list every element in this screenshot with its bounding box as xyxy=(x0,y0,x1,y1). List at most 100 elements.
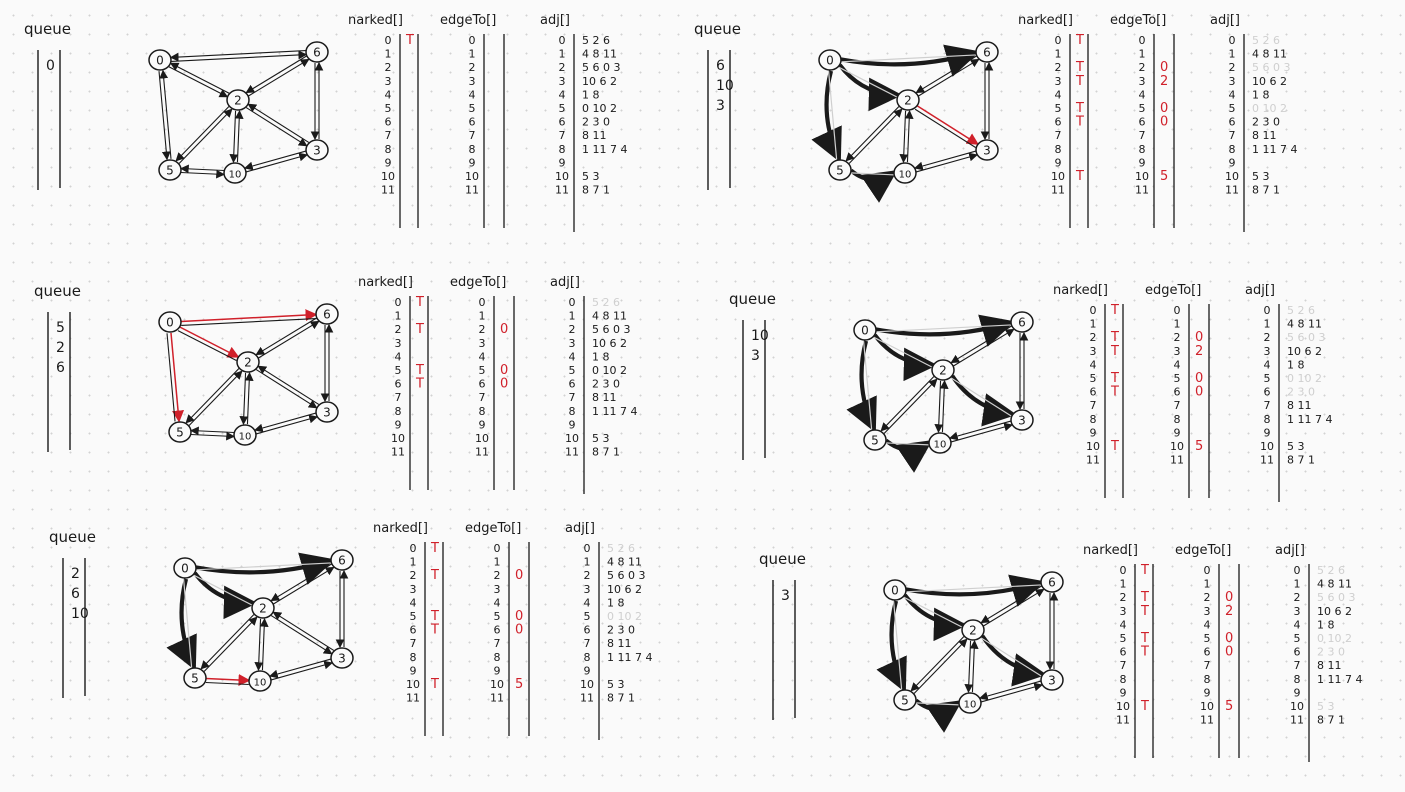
graph-vertex xyxy=(928,432,952,454)
graph-vertex-label: 5 xyxy=(901,694,909,708)
marked-index: 6 xyxy=(1120,646,1127,659)
marked-value: T xyxy=(1110,330,1119,345)
edgeto-index: 7 xyxy=(1174,399,1181,412)
adj-list: 5 3 xyxy=(1287,440,1305,453)
graph-edge xyxy=(158,71,171,161)
adj-list: 4 8 11 xyxy=(1317,578,1352,591)
tree-edge-bold xyxy=(950,374,1017,427)
marked-header: narked[] xyxy=(358,275,413,290)
adj-index: 10 xyxy=(1290,700,1304,713)
graph-edge xyxy=(918,58,980,97)
marked-index: 1 xyxy=(1055,48,1062,61)
marked-value: T xyxy=(1075,101,1084,116)
graph-vertex-label: 6 xyxy=(313,46,321,60)
edgeto-value: 0 xyxy=(515,568,523,583)
adj-list: 5 2 6 xyxy=(1287,304,1315,317)
edgeto-index: 8 xyxy=(1204,673,1211,686)
graph-edge xyxy=(179,164,225,174)
marked-index: 2 xyxy=(385,61,392,74)
adj-list: 2 3 0 xyxy=(582,116,610,129)
graph-vertex-label: 2 xyxy=(234,94,242,108)
adj-index: 3 xyxy=(1229,75,1236,88)
adj-index: 2 xyxy=(1264,331,1271,344)
edgeto-index: 7 xyxy=(469,129,476,142)
queue-label: queue xyxy=(759,550,806,568)
adj-list: 4 8 11 xyxy=(582,48,617,61)
adj-list: 2 3 0 xyxy=(1287,386,1315,399)
graph-edge xyxy=(270,660,334,681)
adj-list: 8 7 1 xyxy=(1252,184,1280,197)
graph-edge xyxy=(244,371,254,425)
graph-vertex xyxy=(1010,311,1034,333)
adj-index: 9 xyxy=(1294,686,1301,699)
graph-vertex-label: 2 xyxy=(904,94,912,108)
marked-value: T xyxy=(1140,604,1149,619)
adj-list: 1 8 xyxy=(582,88,600,101)
marked-index: 1 xyxy=(385,48,392,61)
marked-index: 8 xyxy=(410,651,417,664)
marked-index: 9 xyxy=(385,156,392,169)
edgeto-index: 7 xyxy=(1139,129,1146,142)
marked-index: 11 xyxy=(1051,184,1065,197)
adj-list: 5 3 xyxy=(582,170,600,183)
edgeto-value: 0 xyxy=(1160,101,1168,116)
marked-index: 2 xyxy=(1055,61,1062,74)
adj-list: 0 10 2 xyxy=(1252,102,1287,115)
edgeto-index: 6 xyxy=(1174,386,1181,399)
graph-edge xyxy=(950,422,1014,443)
graph-edge-faded xyxy=(841,54,977,63)
adj-index: 7 xyxy=(569,391,576,404)
graph-edge-faded xyxy=(183,579,193,668)
graph-vertex-label: 6 xyxy=(323,308,331,322)
graph-edge xyxy=(950,325,1012,364)
edgeto-index: 8 xyxy=(479,405,486,418)
edgeto-index: 5 xyxy=(1174,372,1181,385)
marked-index: 7 xyxy=(385,129,392,142)
marked-value: T xyxy=(1075,60,1084,75)
adj-header: adj[] xyxy=(540,13,570,28)
adj-list: 5 3 xyxy=(592,432,610,445)
adj-list: 10 6 2 xyxy=(1287,345,1322,358)
marked-value: T xyxy=(415,363,424,378)
adj-header: adj[] xyxy=(1210,13,1240,28)
adj-index: 6 xyxy=(1294,646,1301,659)
graph-edge-faded xyxy=(873,336,933,368)
graph-vertex-label: 10 xyxy=(964,700,977,711)
marked-index: 3 xyxy=(410,583,417,596)
adj-index: 6 xyxy=(1229,116,1236,129)
graph-edge xyxy=(181,318,317,326)
graph-vertex xyxy=(931,359,955,381)
tree-edge-red xyxy=(916,105,979,145)
graph-vertex-label: 6 xyxy=(983,46,991,60)
graph-edge xyxy=(168,66,229,98)
marked-index: 11 xyxy=(406,692,420,705)
edgeto-index: 11 xyxy=(1200,714,1214,727)
edgeto-value: 0 xyxy=(1225,631,1233,646)
edgeto-value: 2 xyxy=(1160,74,1168,89)
adj-list: 5 2 6 xyxy=(607,542,635,555)
edgeto-index: 11 xyxy=(465,184,479,197)
edgeto-header: edgeTo[] xyxy=(440,13,496,28)
graph-edge-faded xyxy=(838,66,898,98)
graph-edge xyxy=(203,616,258,672)
edgeto-index: 11 xyxy=(490,692,504,705)
graph-edge-faded xyxy=(915,702,959,706)
marked-index: 9 xyxy=(1120,686,1127,699)
graph-edge xyxy=(180,169,226,179)
edgeto-index: 4 xyxy=(1204,618,1211,631)
graph-vertex xyxy=(305,139,329,161)
edgeto-index: 3 xyxy=(479,337,486,350)
adj-index: 10 xyxy=(1225,170,1239,183)
edgeto-index: 11 xyxy=(1170,454,1184,467)
adj-list: 10 6 2 xyxy=(582,75,617,88)
graph-edge xyxy=(948,420,1012,441)
marked-index: 4 xyxy=(395,350,402,363)
adj-list: 0 10 2 xyxy=(1317,632,1352,645)
tree-edge-bold xyxy=(980,634,1047,687)
edgeto-index: 4 xyxy=(494,596,501,609)
edgeto-header: edgeTo[] xyxy=(450,275,506,290)
graph-vertex-label: 6 xyxy=(1048,576,1056,590)
